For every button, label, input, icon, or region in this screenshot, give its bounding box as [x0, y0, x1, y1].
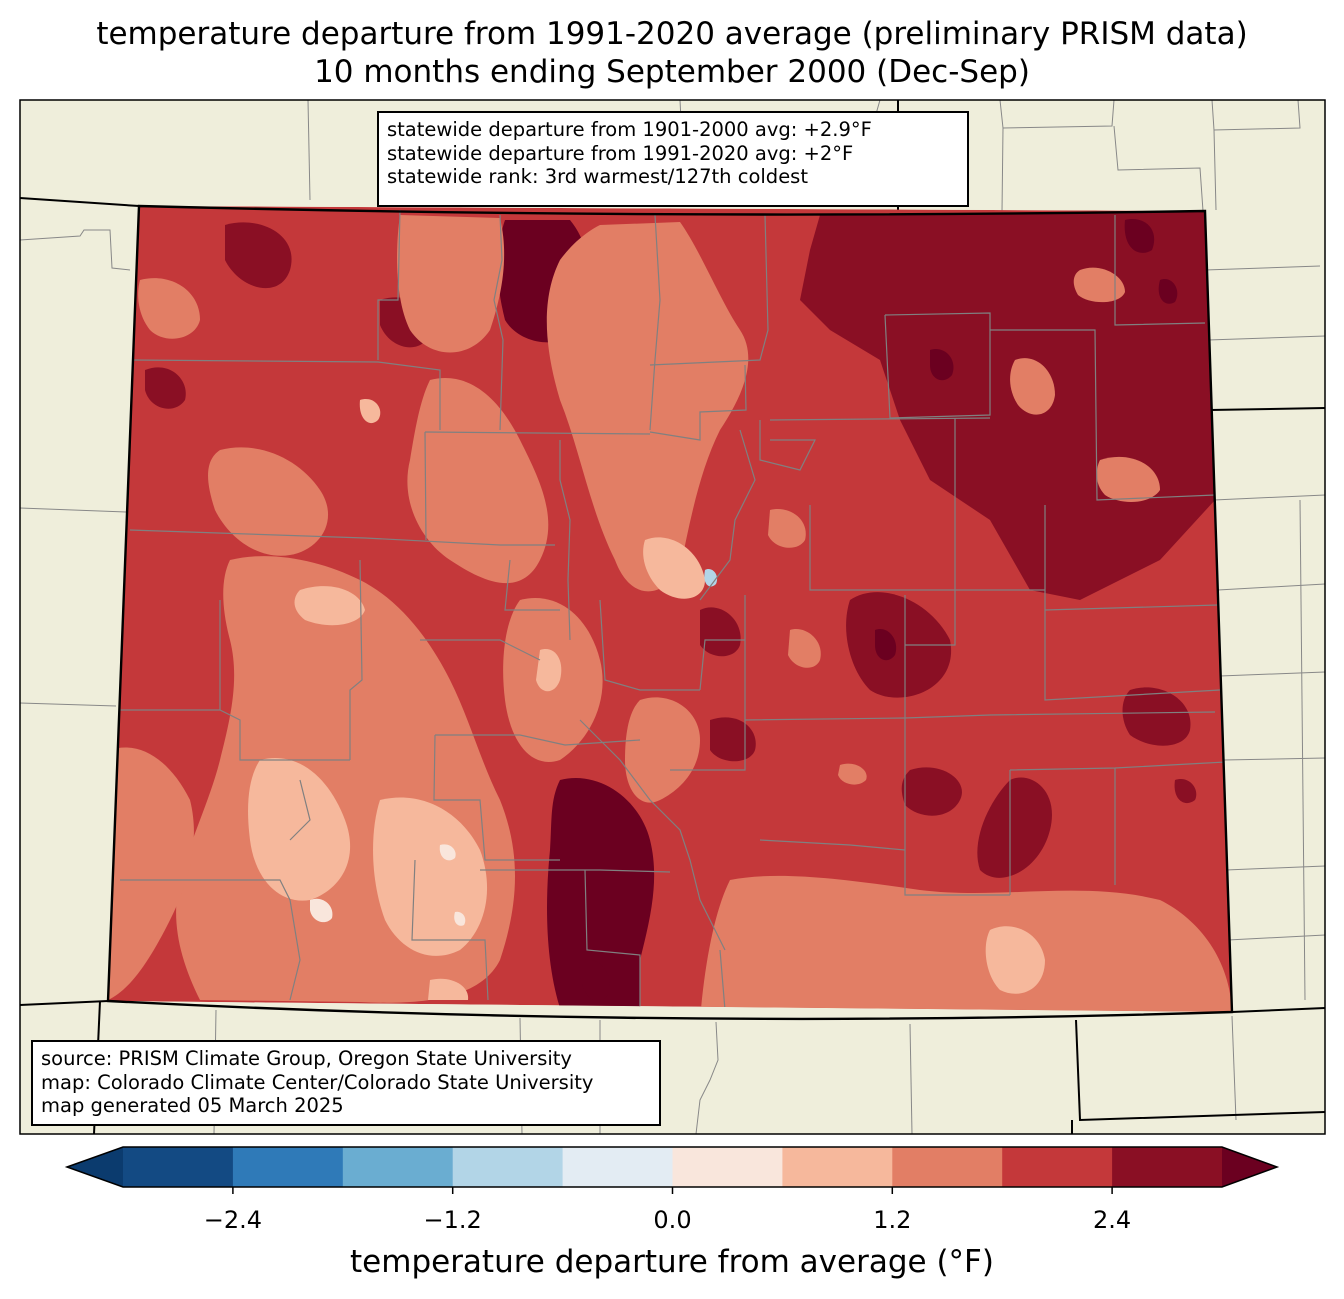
stats-departure-1991-2020: statewide departure from 1991-2020 avg: … — [387, 141, 854, 165]
colorado-border — [106, 204, 1234, 1021]
county-boundaries — [120, 209, 1226, 1011]
colorbar-segment — [672, 1147, 783, 1187]
colorbar-tick-label: 0.0 — [653, 1206, 692, 1234]
statewide-stats-box: statewide departure from 1901-2000 avg: … — [377, 111, 969, 207]
colorbar-tick-label: 2.4 — [1093, 1206, 1132, 1234]
colorbar-outline — [64, 1146, 1280, 1188]
map-frame — [19, 99, 1326, 1135]
colorbar — [64, 1146, 1280, 1194]
colorbar-tick-label: −1.2 — [423, 1206, 482, 1234]
colorbar-segment — [782, 1147, 893, 1187]
colorbar-label: temperature departure from average (°F) — [350, 1244, 994, 1280]
map-subtitle: 10 months ending September 2000 (Dec-Sep… — [314, 54, 1030, 90]
colorbar-segment — [892, 1147, 1003, 1187]
source-box: source: PRISM Climate Group, Oregon Stat… — [31, 1040, 661, 1126]
colorbar-tick-label: 1.2 — [873, 1206, 912, 1234]
source-line: source: PRISM Climate Group, Oregon Stat… — [41, 1047, 572, 1070]
colorbar-extend-min — [67, 1147, 123, 1187]
map-title: temperature departure from 1991-2020 ave… — [96, 16, 1248, 52]
colorbar-segment — [342, 1147, 454, 1187]
stats-departure-1901-2000: statewide departure from 1901-2000 avg: … — [387, 118, 872, 141]
colorbar-tick-label: −2.4 — [203, 1206, 263, 1234]
colorbar-segment — [1112, 1147, 1223, 1187]
colorbar-segment — [1002, 1147, 1113, 1187]
stats-rank: statewide rank: 3rd warmest/127th coldes… — [387, 165, 808, 188]
map-credit-line: map: Colorado Climate Center/Colorado St… — [41, 1070, 594, 1094]
colorbar-segment — [123, 1147, 234, 1187]
colorbar-extend-max — [1222, 1147, 1277, 1187]
colorbar-segment — [452, 1147, 564, 1187]
colorbar-segment — [562, 1147, 673, 1187]
temperature-field — [108, 206, 1232, 1012]
colorbar-segment — [232, 1147, 344, 1187]
generated-date-line: map generated 05 March 2025 — [41, 1094, 344, 1117]
